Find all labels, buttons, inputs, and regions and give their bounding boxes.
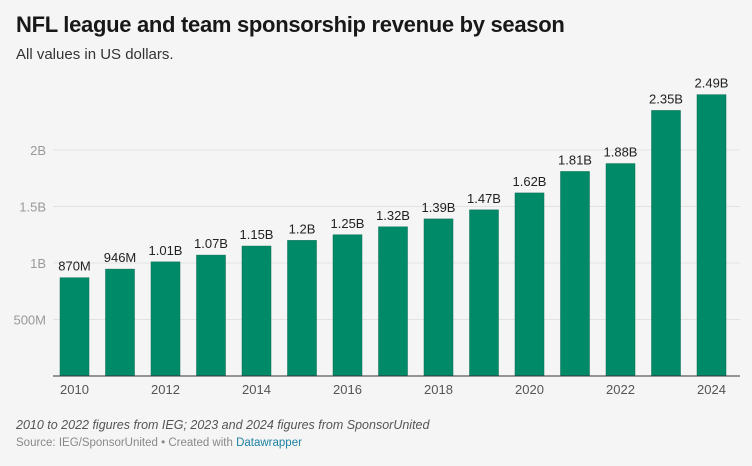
source-text: Source: IEG/SponsorUnited • Created with	[16, 437, 237, 449]
bar-2013	[196, 254, 226, 377]
data-label: 1.01B	[149, 243, 183, 258]
chart-title: NFL league and team sponsorship revenue …	[16, 12, 565, 37]
bar-2015	[287, 240, 317, 377]
y-tick-label: 1.5B	[19, 200, 46, 215]
x-tick-label: 2016	[333, 382, 362, 397]
y-tick-label: 500M	[13, 313, 46, 328]
x-tick-label: 2010	[60, 382, 89, 397]
data-label: 1.07B	[194, 236, 228, 251]
data-label: 1.81B	[558, 152, 592, 167]
y-tick-label: 1B	[30, 256, 46, 271]
bar-2010	[59, 277, 90, 377]
x-tick-label: 2024	[697, 382, 726, 397]
bar-2018	[423, 218, 454, 377]
data-label: 1.88B	[604, 145, 638, 160]
datawrapper-link[interactable]: Datawrapper	[236, 437, 302, 449]
data-label: 1.32B	[376, 208, 410, 223]
bar-2011	[105, 268, 135, 377]
data-label: 1.25B	[331, 216, 365, 231]
x-tick-label: 2020	[515, 382, 544, 397]
bar-2012	[150, 261, 181, 377]
x-tick-label: 2022	[606, 382, 635, 397]
data-label: 1.62B	[513, 174, 547, 189]
bar-2019	[469, 209, 499, 377]
data-label: 2.49B	[695, 76, 729, 91]
bar-2022	[605, 163, 636, 377]
data-label: 2.35B	[649, 91, 683, 106]
bar-2017	[378, 226, 408, 377]
data-label: 870M	[58, 259, 91, 274]
bar-2016	[332, 234, 363, 377]
x-tick-label: 2018	[424, 382, 453, 397]
data-label: 1.39B	[422, 200, 456, 215]
bar-2024	[696, 94, 727, 377]
x-tick-label: 2014	[242, 382, 271, 397]
data-label: 1.15B	[240, 227, 274, 242]
data-label: 1.47B	[467, 191, 501, 206]
bar-2023	[651, 110, 681, 377]
source-line: Source: IEG/SponsorUnited • Created with…	[16, 437, 302, 449]
y-tick-label: 2B	[30, 143, 46, 158]
chart-notes: 2010 to 2022 figures from IEG; 2023 and …	[16, 418, 430, 432]
data-label: 946M	[104, 250, 137, 265]
chart-subtitle: All values in US dollars.	[16, 46, 174, 63]
bar-2014	[241, 245, 272, 377]
data-label: 1.2B	[289, 221, 316, 236]
bar-2021	[560, 171, 590, 377]
bar-2020	[514, 192, 545, 377]
x-tick-label: 2012	[151, 382, 180, 397]
